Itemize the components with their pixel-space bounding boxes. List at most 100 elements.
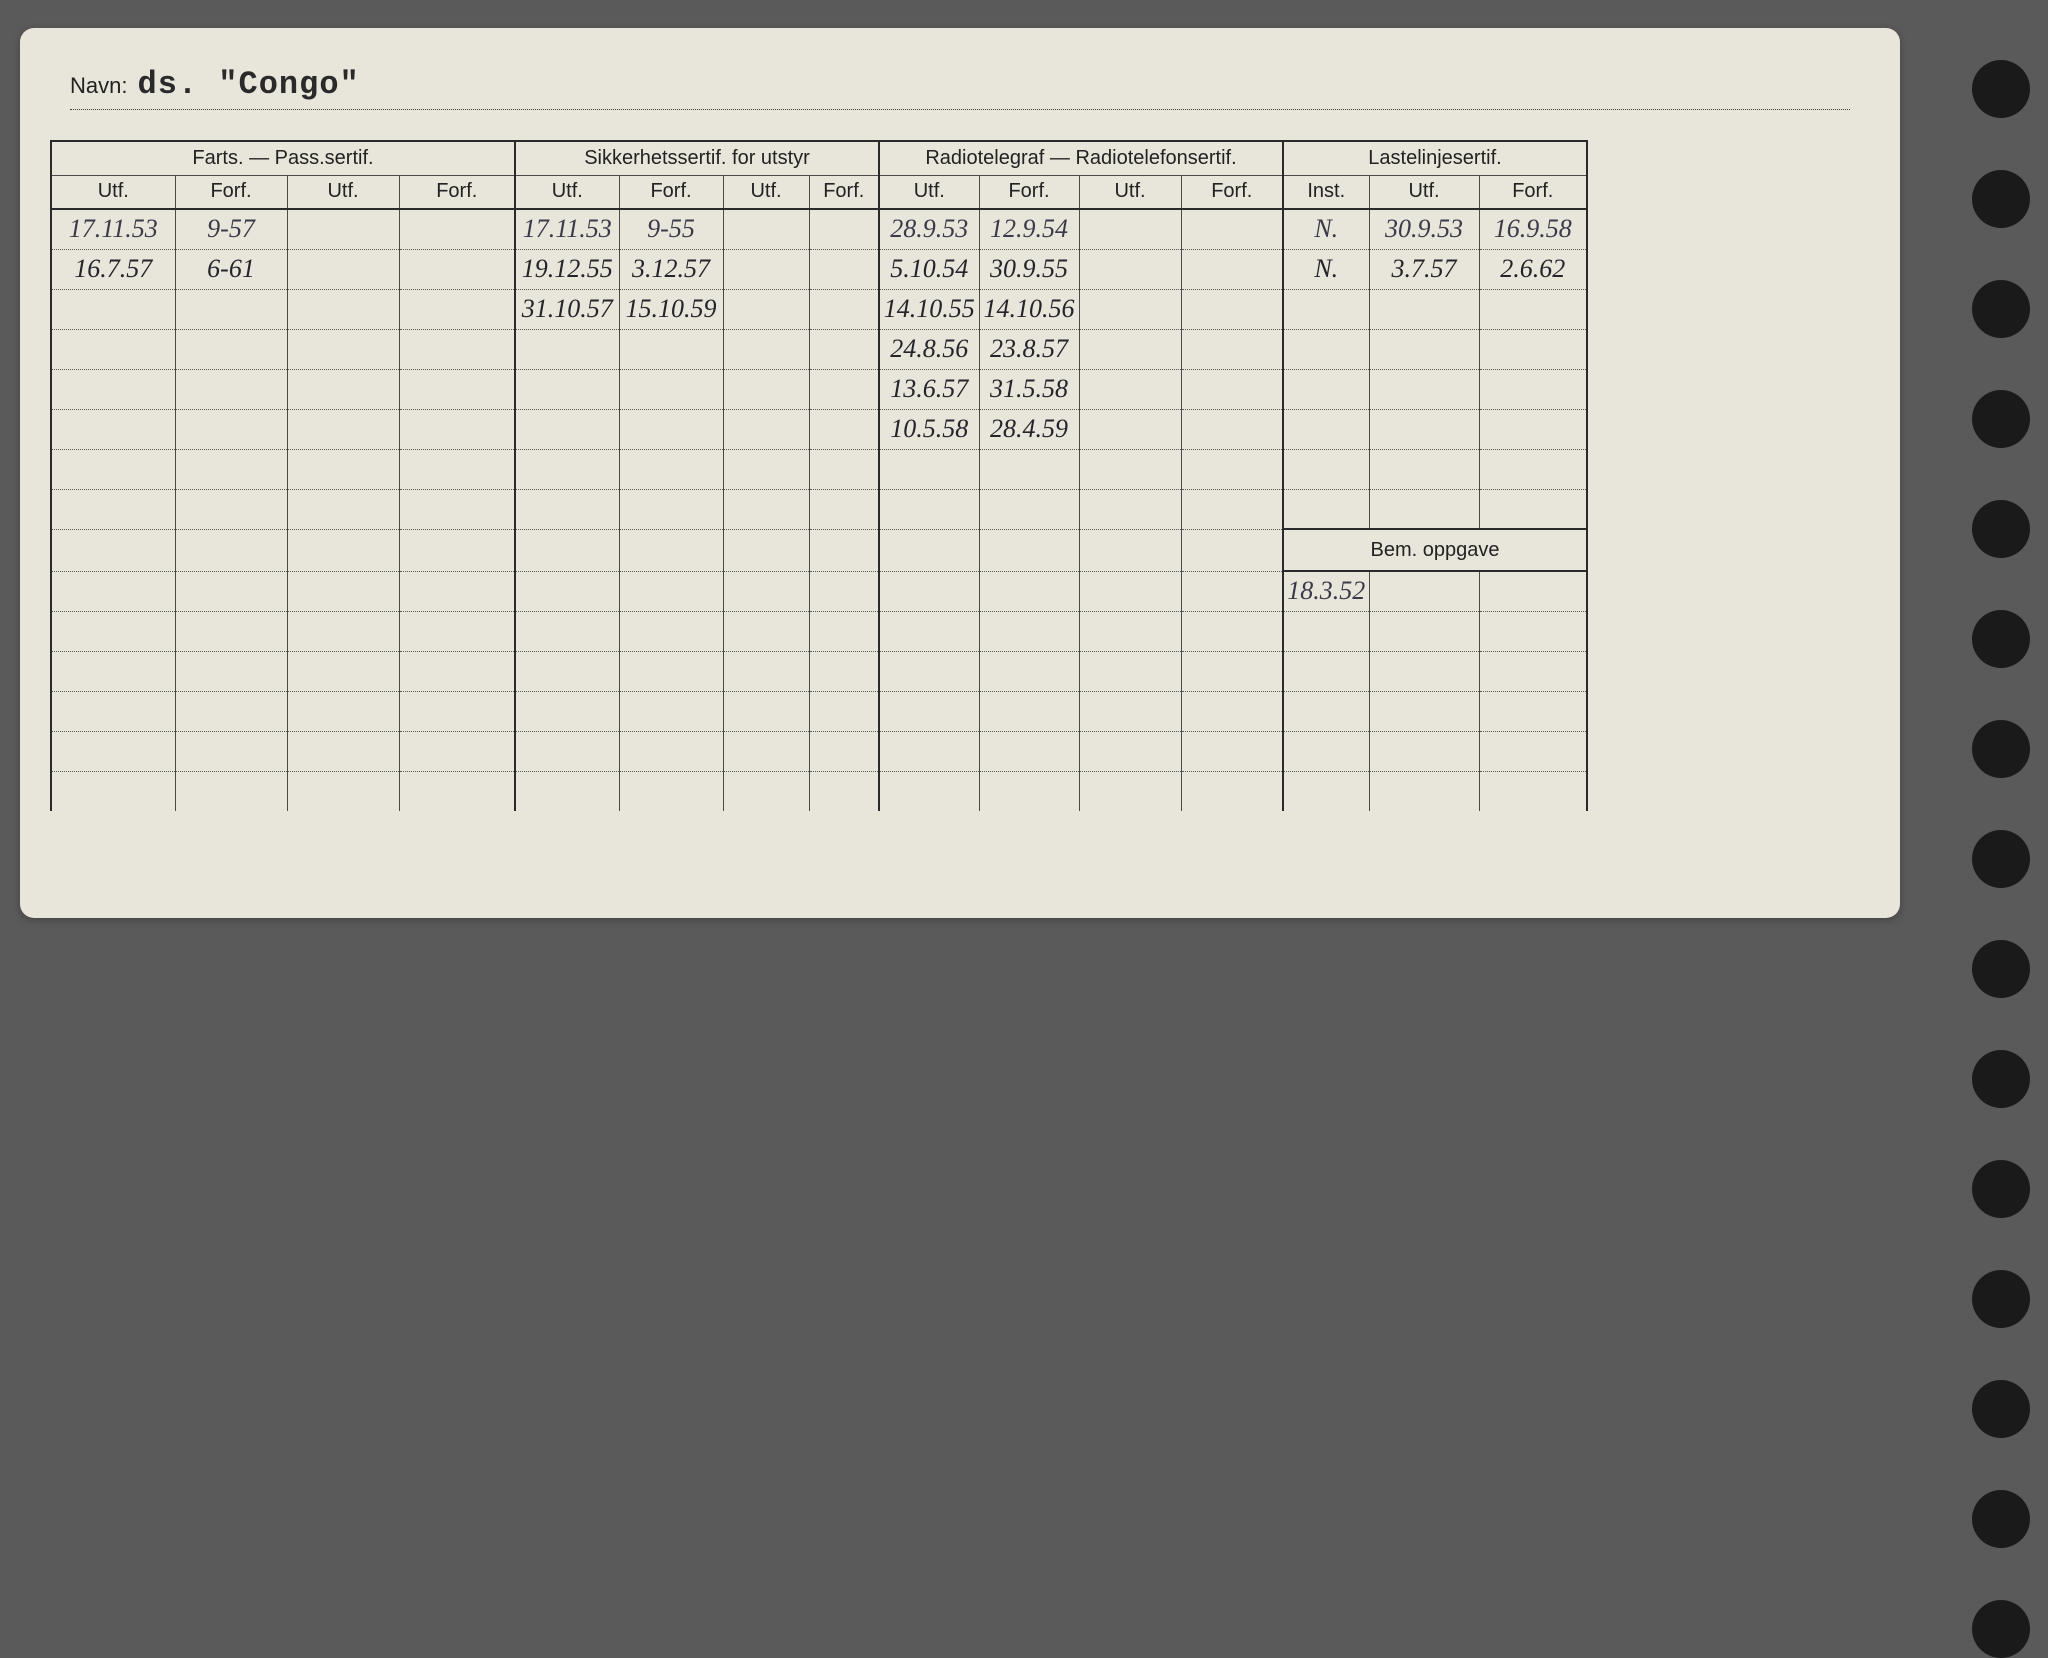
cell: 9-55 (619, 209, 723, 249)
table-row: 24.8.5623.8.57 (51, 329, 1587, 369)
cell: 28.9.53 (879, 209, 979, 249)
bem-cell (1283, 731, 1369, 771)
cell (879, 571, 979, 611)
cell (51, 329, 175, 369)
bem-cell (1283, 691, 1369, 731)
col-header: Utf. (515, 175, 619, 209)
group-header: Lastelinjesertif. (1283, 141, 1587, 175)
cell: 19.12.55 (515, 249, 619, 289)
cell (287, 289, 399, 329)
cell (809, 571, 879, 611)
col-header: Utf. (1079, 175, 1181, 209)
cell (399, 369, 515, 409)
cell (809, 529, 879, 571)
cell (175, 289, 287, 329)
cell (1181, 489, 1283, 529)
cell (1283, 489, 1369, 529)
col-header: Utf. (723, 175, 809, 209)
cell (1079, 691, 1181, 731)
cell: 28.4.59 (979, 409, 1079, 449)
cell: 6-61 (175, 249, 287, 289)
cell (287, 209, 399, 249)
cell (1369, 449, 1479, 489)
table-row (51, 651, 1587, 691)
cell: 5.10.54 (879, 249, 979, 289)
cell (51, 489, 175, 529)
cell: 14.10.55 (879, 289, 979, 329)
cell (809, 289, 879, 329)
hole-icon (1972, 1050, 2030, 1108)
name-label: Navn: (70, 73, 127, 99)
cell (1181, 529, 1283, 571)
cell: 10.5.58 (879, 409, 979, 449)
cell (287, 409, 399, 449)
col-header: Forf. (1479, 175, 1587, 209)
cell (619, 489, 723, 529)
cell (1369, 329, 1479, 369)
binder-holes (1972, 60, 2030, 1658)
cell (619, 571, 723, 611)
cell (809, 611, 879, 651)
table-row: 16.7.576-6119.12.553.12.575.10.5430.9.55… (51, 249, 1587, 289)
cell (1181, 449, 1283, 489)
cell (175, 369, 287, 409)
cell (1181, 611, 1283, 651)
bem-cell: 18.3.52 (1283, 571, 1369, 611)
cell (1181, 289, 1283, 329)
cell (1181, 409, 1283, 449)
cell (619, 611, 723, 651)
cell (1079, 771, 1181, 811)
cell (399, 571, 515, 611)
col-header: Forf. (399, 175, 515, 209)
cell (619, 409, 723, 449)
cell: 23.8.57 (979, 329, 1079, 369)
hole-icon (1972, 390, 2030, 448)
cell (1479, 289, 1587, 329)
cell (879, 611, 979, 651)
cell (1181, 571, 1283, 611)
cell (175, 571, 287, 611)
bem-cell (1479, 731, 1587, 771)
cell (619, 329, 723, 369)
cell (723, 731, 809, 771)
cell: 17.11.53 (51, 209, 175, 249)
name-row: Navn: ds. "Congo" (70, 66, 1850, 110)
cell (1181, 209, 1283, 249)
cell (51, 731, 175, 771)
cell (399, 329, 515, 369)
cell (287, 249, 399, 289)
table-row: 13.6.5731.5.58 (51, 369, 1587, 409)
certificates-table: Farts. — Pass.sertif. Sikkerhetssertif. … (50, 140, 1588, 811)
col-header: Forf. (809, 175, 879, 209)
cell (515, 329, 619, 369)
cell (723, 409, 809, 449)
cell (515, 449, 619, 489)
cell (515, 731, 619, 771)
cell (809, 489, 879, 529)
cell (1181, 691, 1283, 731)
cell (723, 329, 809, 369)
cell (287, 691, 399, 731)
col-header: Utf. (1369, 175, 1479, 209)
cell (287, 329, 399, 369)
cell (1283, 449, 1369, 489)
cell (1181, 329, 1283, 369)
cell (1369, 369, 1479, 409)
cell (1369, 289, 1479, 329)
hole-icon (1972, 1270, 2030, 1328)
bem-cell (1479, 571, 1587, 611)
cell (515, 611, 619, 651)
cell: 12.9.54 (979, 209, 1079, 249)
hole-icon (1972, 830, 2030, 888)
cell (399, 731, 515, 771)
cell (175, 611, 287, 651)
col-header: Forf. (619, 175, 723, 209)
cell (809, 449, 879, 489)
cell (287, 571, 399, 611)
cell (1479, 409, 1587, 449)
cell (979, 571, 1079, 611)
col-header: Forf. (175, 175, 287, 209)
cell (723, 571, 809, 611)
cell (1479, 449, 1587, 489)
cell (175, 771, 287, 811)
